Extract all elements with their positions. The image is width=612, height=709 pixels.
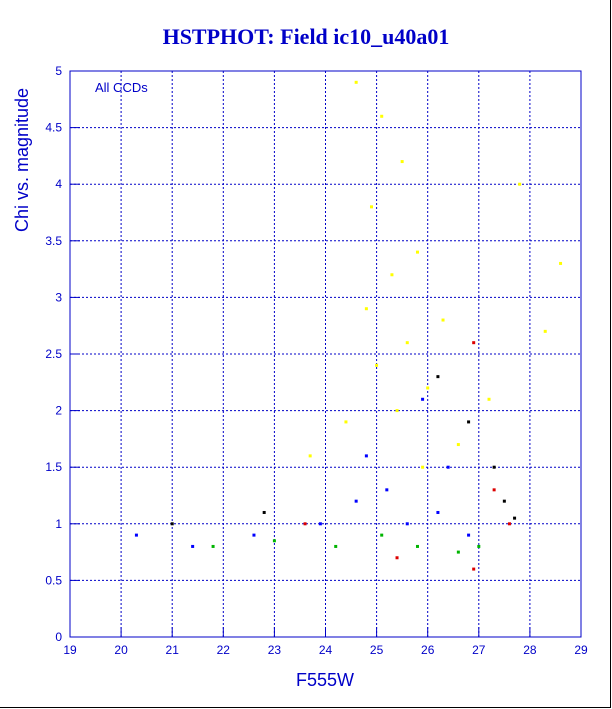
data-point: [390, 273, 394, 277]
x-tick-label: 28: [523, 643, 537, 657]
data-point: [170, 522, 174, 526]
x-tick-label: 23: [268, 643, 282, 657]
data-point: [134, 533, 138, 537]
x-tick-label: 24: [319, 643, 333, 657]
y-tick-label: 3.5: [45, 234, 62, 248]
data-point: [467, 420, 471, 424]
x-tick-label: 29: [574, 643, 588, 657]
data-point: [415, 544, 419, 548]
y-tick-label: 5: [55, 64, 62, 78]
data-point: [385, 488, 389, 492]
data-point: [211, 544, 215, 548]
data-point: [421, 397, 425, 401]
data-point: [375, 363, 379, 367]
axis-ticks: 19 20 21 22 23 24 25 26 27 28 29 0 0.5 1 1.5 2 2.5 3 3.5 4 4…: [45, 64, 588, 657]
y-tick-label: 0.5: [45, 573, 62, 587]
data-point: [415, 250, 419, 254]
data-point: [354, 80, 358, 84]
data-point: [446, 465, 450, 469]
data-point: [543, 329, 547, 333]
data-point: [492, 465, 496, 469]
data-point: [487, 397, 491, 401]
data-point: [380, 533, 384, 537]
data-point: [272, 539, 276, 543]
data-point: [308, 454, 312, 458]
y-tick-label: 4.5: [45, 121, 62, 135]
data-point: [426, 386, 430, 390]
data-point: [252, 533, 256, 537]
data-point: [395, 409, 399, 413]
y-tick-label: 1: [55, 517, 62, 531]
chart-title: HSTPHOT: Field ic10_u40a01: [162, 24, 450, 49]
data-point: [502, 499, 506, 503]
data-point: [436, 375, 440, 379]
y-tick-label: 2.5: [45, 347, 62, 361]
data-point: [456, 550, 460, 554]
data-point: [380, 114, 384, 118]
data-point: [513, 516, 517, 520]
data-point: [472, 567, 476, 571]
x-tick-label: 25: [370, 643, 384, 657]
y-tick-label: 0: [55, 630, 62, 644]
data-point: [191, 544, 195, 548]
data-point: [421, 465, 425, 469]
data-point: [518, 182, 522, 186]
data-point: [467, 533, 471, 537]
data-point: [364, 454, 368, 458]
data-point: [405, 522, 409, 526]
x-tick-label: 26: [421, 643, 435, 657]
data-point: [395, 556, 399, 560]
y-tick-label: 1.5: [45, 460, 62, 474]
y-tick-label: 2: [55, 404, 62, 418]
data-point: [334, 544, 338, 548]
x-tick-label: 21: [166, 643, 180, 657]
data-point: [492, 488, 496, 492]
data-point: [400, 160, 404, 164]
x-tick-label: 20: [114, 643, 128, 657]
data-point: [441, 318, 445, 322]
x-tick-label: 19: [63, 643, 77, 657]
data-point: [303, 522, 307, 526]
scatter-points: [134, 80, 563, 571]
data-point: [354, 499, 358, 503]
x-axis-label: F555W: [296, 670, 354, 690]
y-axis-label: Chi vs. magnitude: [12, 88, 32, 232]
data-point: [262, 510, 266, 514]
data-point: [507, 522, 511, 526]
data-point: [318, 522, 322, 526]
grid-lines: [70, 71, 581, 637]
data-point: [477, 544, 481, 548]
data-point: [405, 341, 409, 345]
y-tick-label: 4: [55, 177, 62, 191]
data-point: [559, 261, 563, 265]
y-tick-label: 3: [55, 290, 62, 304]
data-point: [344, 420, 348, 424]
x-tick-label: 22: [217, 643, 231, 657]
data-point: [369, 205, 373, 209]
annotation-label: All CCDs: [95, 80, 148, 95]
data-point: [472, 341, 476, 345]
data-point: [456, 443, 460, 447]
data-point: [364, 307, 368, 311]
data-point: [436, 510, 440, 514]
x-tick-label: 27: [472, 643, 486, 657]
